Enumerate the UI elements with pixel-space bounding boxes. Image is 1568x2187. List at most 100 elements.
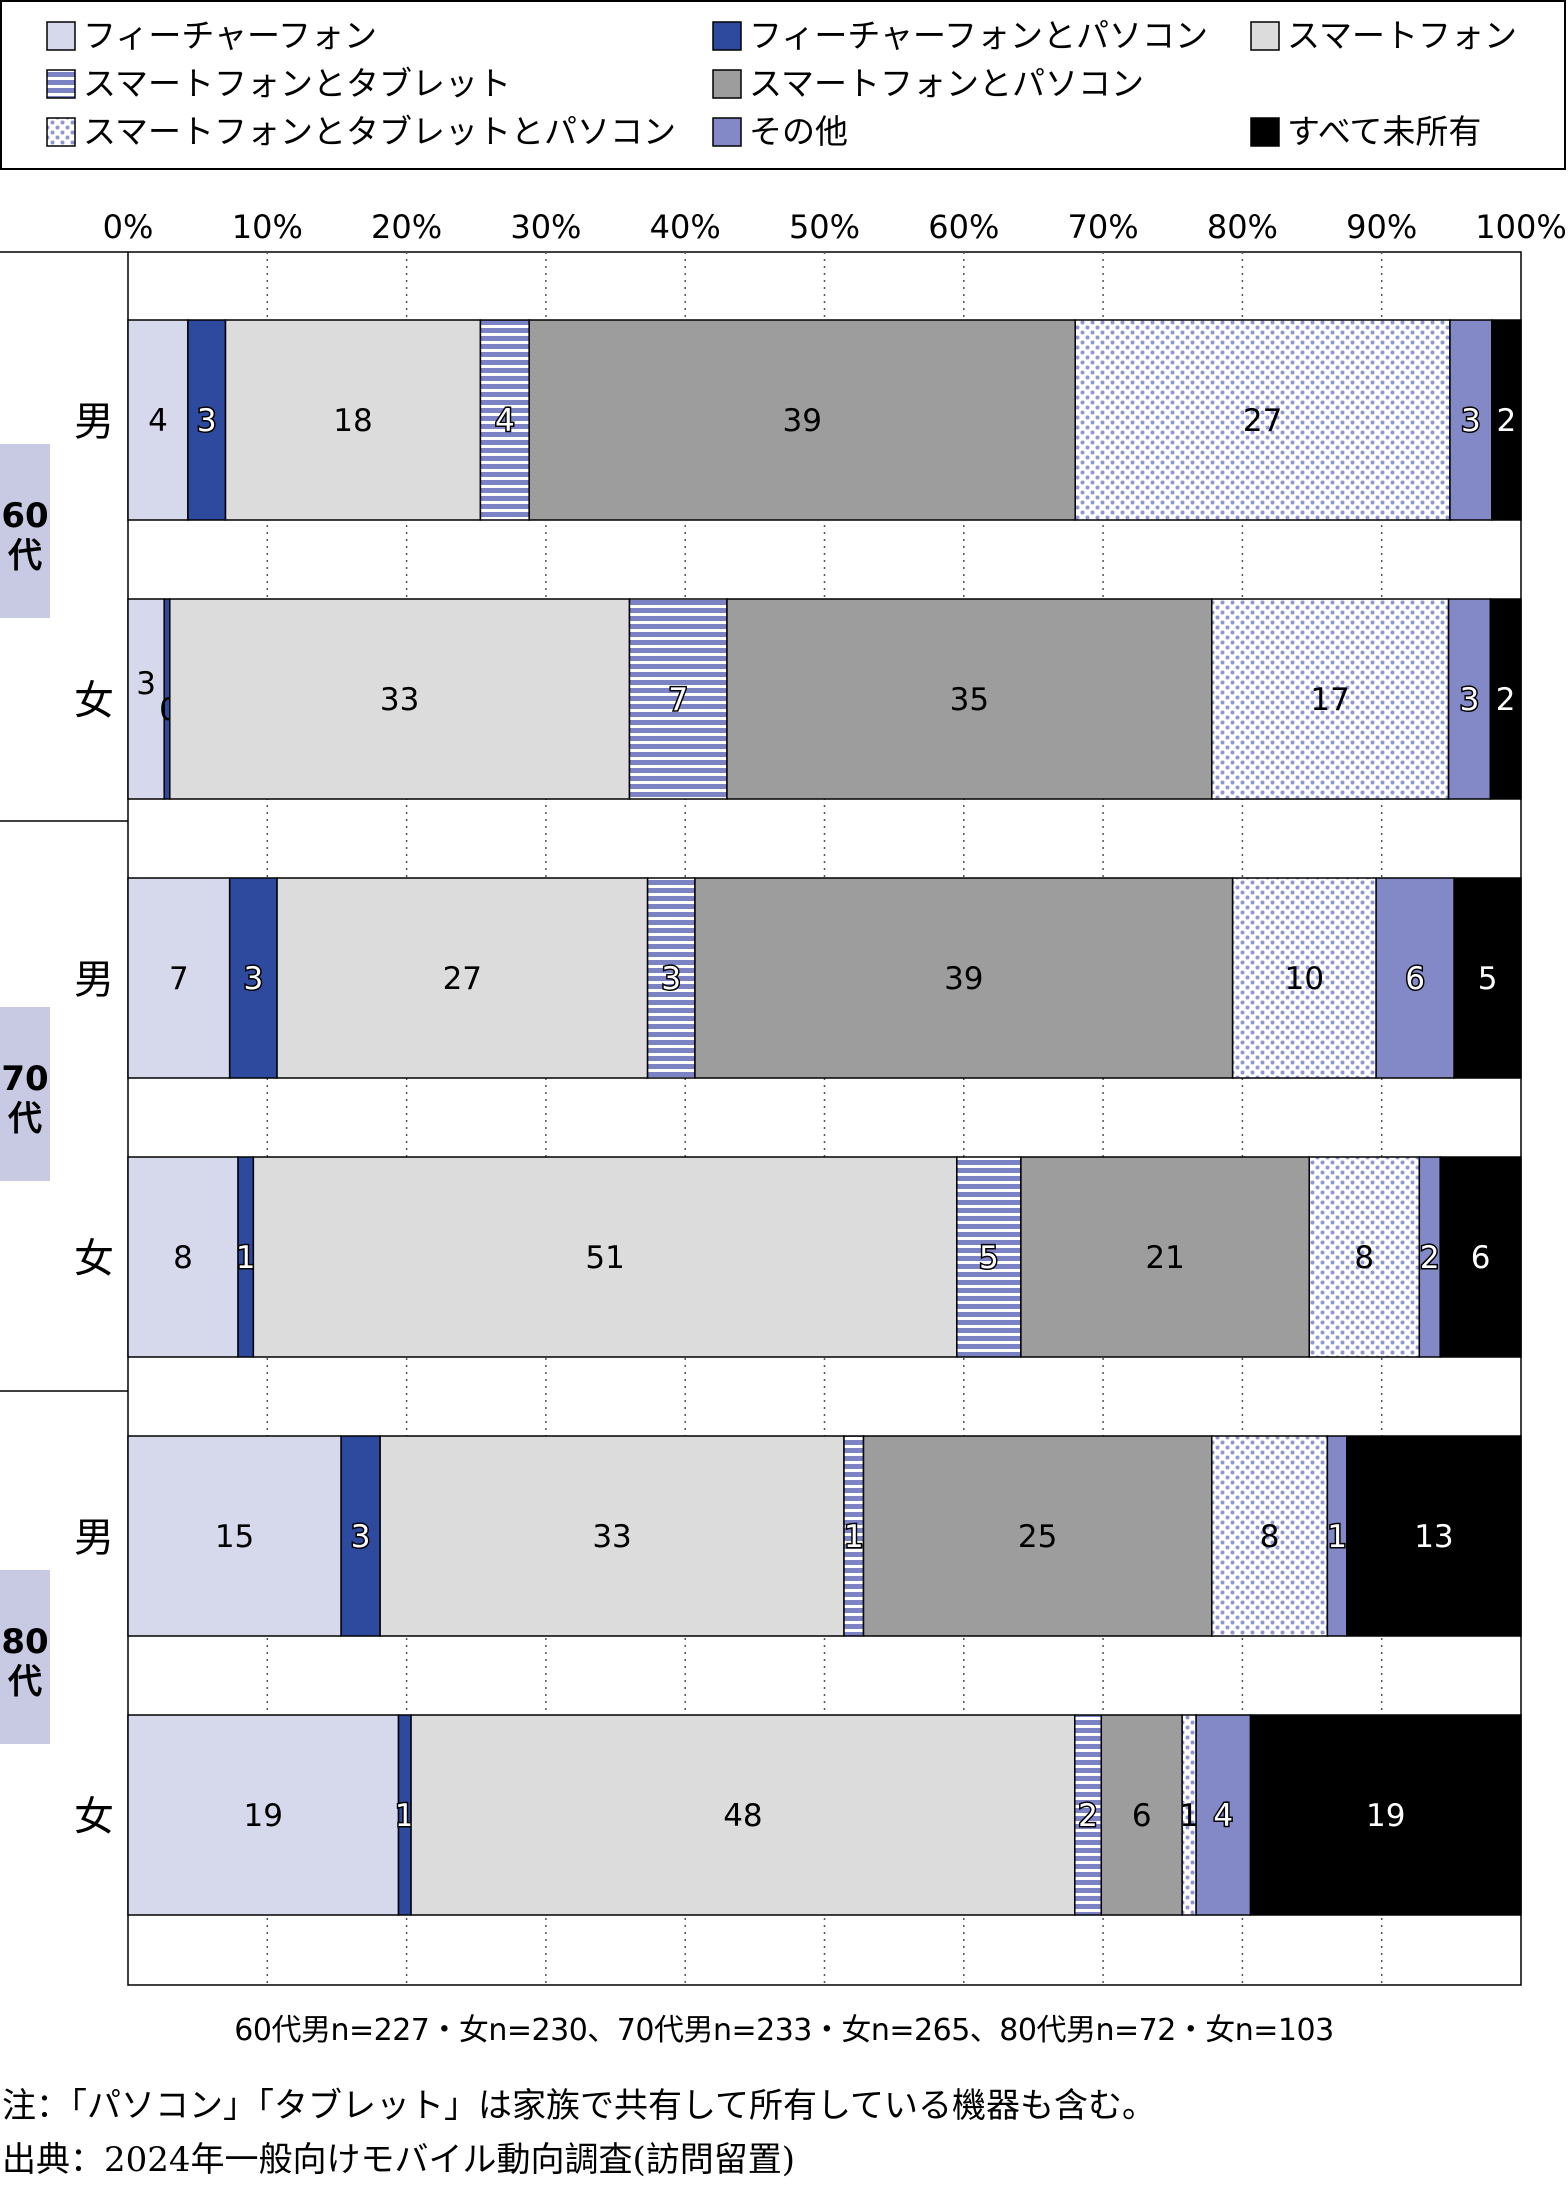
legend-swatch-7 (712, 117, 742, 147)
data-label-7: 4 (1213, 1798, 1233, 1834)
bar-segment-1 (127, 598, 165, 800)
bar-segment-1 (127, 1435, 342, 1637)
data-label-5: 39 (944, 961, 983, 997)
data-label-4: 5 (979, 1240, 999, 1276)
x-tick-label: 100% (1475, 208, 1566, 246)
legend-frame (0, 0, 1566, 170)
x-tick-label: 20% (371, 208, 442, 246)
x-tick-label: 90% (1346, 208, 1417, 246)
data-label-4: 2 (1078, 1798, 1098, 1834)
data-label-1: 3 (136, 666, 156, 702)
row-label: 男 (74, 399, 114, 445)
data-label-6: 1 (1179, 1798, 1199, 1834)
bar-segment-4 (1074, 1714, 1103, 1916)
group-label-number: 70 (1, 1059, 48, 1099)
bar-segment-5 (1020, 1156, 1311, 1358)
data-label-6: 8 (1260, 1519, 1280, 1555)
data-label-6: 17 (1310, 682, 1349, 718)
row-label: 女 (74, 1794, 114, 1840)
legend-label-1: フィーチャーフォン (83, 16, 377, 55)
group-label-number: 80 (1, 1622, 48, 1662)
legend-label-3: スマートフォン (1287, 16, 1517, 55)
x-tick-label: 50% (789, 208, 860, 246)
row-label: 女 (74, 678, 114, 724)
bar-segment-2 (228, 877, 278, 1079)
bar-segment-7 (1447, 598, 1492, 800)
sample-size-note: 60代男n=227・女n=230、70代男n=233・女n=265、80代男n=… (234, 2013, 1334, 2048)
bar-segment-8 (1490, 319, 1522, 521)
x-tick-label: 10% (232, 208, 303, 246)
legend-swatch-1 (46, 21, 76, 51)
bar-segment-4 (956, 1156, 1022, 1358)
source-note: 出典：2024年一般向けモバイル動向調査(訪問留置) (2, 2140, 796, 2180)
bar-segment-7 (1449, 319, 1493, 521)
data-label-2: 1 (236, 1240, 256, 1276)
legend-swatch-2 (712, 21, 742, 51)
bar-segment-2 (187, 319, 227, 521)
group-label-suffix: 代 (7, 536, 42, 576)
bar-segment-8 (1249, 1714, 1522, 1916)
data-label-7: 2 (1420, 1240, 1440, 1276)
data-label-3: 27 (443, 961, 482, 997)
legend-swatch-5 (712, 69, 742, 99)
data-label-6: 10 (1285, 961, 1324, 997)
bar-segment-6 (1211, 1435, 1329, 1637)
x-tick-label: 30% (510, 208, 581, 246)
legend-swatch-8 (1250, 117, 1280, 147)
row-label: 男 (74, 1515, 114, 1561)
data-label-7: 6 (1405, 961, 1425, 997)
bar-segment-1 (127, 1156, 239, 1358)
data-label-4: 3 (661, 961, 681, 997)
data-label-4: 4 (495, 403, 515, 439)
data-label-4: 7 (668, 682, 688, 718)
group-label-suffix: 代 (7, 1662, 42, 1702)
data-label-3: 33 (380, 682, 419, 718)
bar-segment-5 (862, 1435, 1213, 1637)
bar-segment-8 (1439, 1156, 1522, 1358)
group-label-box (0, 1007, 50, 1181)
bar-segment-4 (479, 319, 530, 521)
data-label-3: 18 (333, 403, 372, 439)
x-tick-label: 0% (103, 208, 154, 246)
bar-segment-6 (1308, 1156, 1421, 1358)
group-label-box (0, 1570, 50, 1744)
x-tick-label: 40% (650, 208, 721, 246)
row-label: 男 (74, 957, 114, 1003)
data-label-6: 8 (1354, 1240, 1374, 1276)
bar-segment-6 (1211, 598, 1450, 800)
data-label-1: 15 (215, 1519, 254, 1555)
group-label-number: 60 (1, 496, 48, 536)
bar-segment-6 (1074, 319, 1451, 521)
data-label-5: 21 (1145, 1240, 1184, 1276)
bar-segment-7 (1195, 1714, 1252, 1916)
data-label-1: 7 (169, 961, 189, 997)
legend-label-6: スマートフォンとタブレットとパソコン (83, 112, 676, 151)
x-tick-label: 60% (928, 208, 999, 246)
data-label-6: 27 (1243, 403, 1282, 439)
data-label-5: 6 (1132, 1798, 1152, 1834)
bar-segment-5 (528, 319, 1076, 521)
bar-segment-1 (127, 877, 231, 1079)
data-label-2: 3 (351, 1519, 371, 1555)
legend-label-5: スマートフォンとパソコン (749, 64, 1144, 103)
data-label-7: 1 (1327, 1519, 1347, 1555)
bar-segment-4 (628, 598, 728, 800)
x-tick-label: 80% (1207, 208, 1278, 246)
data-label-8: 2 (1496, 682, 1516, 718)
group-label-suffix: 代 (7, 1099, 42, 1139)
legend-swatch-3 (1250, 21, 1280, 51)
bar-segment-3 (169, 598, 631, 800)
data-label-1: 8 (173, 1240, 193, 1276)
data-label-3: 51 (585, 1240, 624, 1276)
legend-swatch-6 (46, 117, 76, 147)
bar-segment-6 (1231, 877, 1377, 1079)
x-tick-label: 70% (1068, 208, 1139, 246)
bar-segment-5 (694, 877, 1234, 1079)
legend-label-2: フィーチャーフォンとパソコン (749, 16, 1208, 55)
bar-segment-7 (1375, 877, 1455, 1079)
bar-segment-5 (726, 598, 1213, 800)
data-label-5: 39 (782, 403, 821, 439)
bar-segment-2 (340, 1435, 381, 1637)
legend-label-8: すべて未所有 (1287, 112, 1481, 151)
